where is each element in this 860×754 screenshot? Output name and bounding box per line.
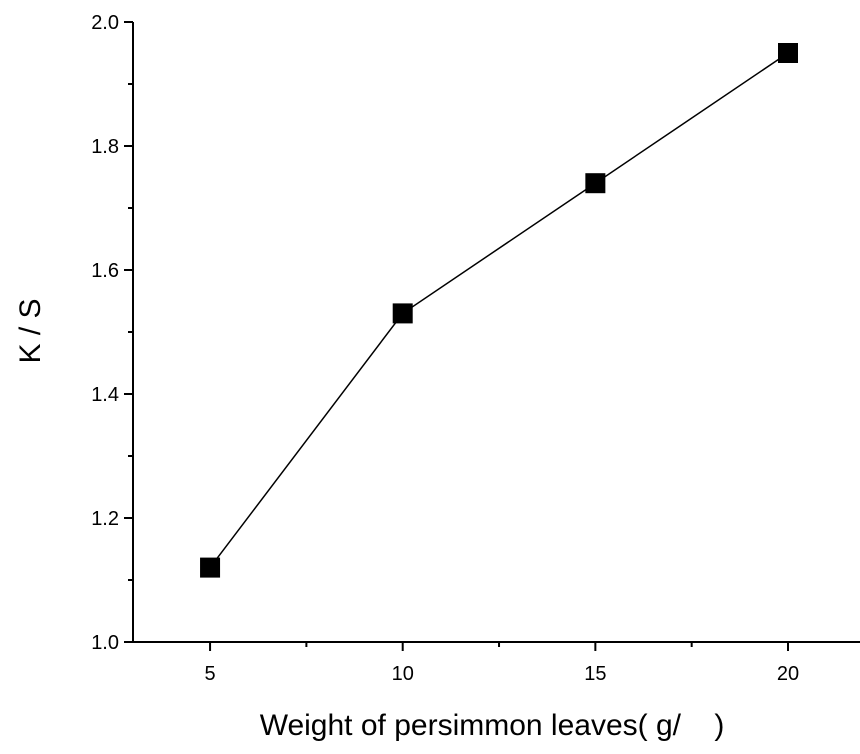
y-tick-label: 1.2 xyxy=(91,508,119,530)
y-tick-label: 1.8 xyxy=(91,136,119,158)
y-tick-label: 1.4 xyxy=(91,384,119,406)
series-line xyxy=(209,52,789,569)
x-tick-label: 10 xyxy=(392,663,414,685)
ticks: 1.0 1.2 1.4 1.6 1.8 2.0 5 10 15 20 xyxy=(91,12,799,685)
axes xyxy=(132,22,860,643)
labels-layer: Weight of persimmon leaves( g/ ) K / S xyxy=(14,298,724,742)
series-layer xyxy=(200,43,798,578)
x-tick-label: 20 xyxy=(777,663,799,685)
data-point-marker xyxy=(392,303,413,324)
x-axis-title: Weight of persimmon leaves( g/ ) xyxy=(260,709,725,742)
data-point-marker xyxy=(585,173,606,194)
x-tick-label: 15 xyxy=(584,663,606,685)
x-tick-label: 5 xyxy=(204,663,215,685)
y-axis-title: K / S xyxy=(14,298,47,363)
y-tick-label: 1.0 xyxy=(91,632,119,654)
y-tick-label: 1.6 xyxy=(91,260,119,282)
data-point-marker xyxy=(778,43,798,63)
y-tick-label: 2.0 xyxy=(91,12,119,34)
data-point-marker xyxy=(200,557,221,578)
